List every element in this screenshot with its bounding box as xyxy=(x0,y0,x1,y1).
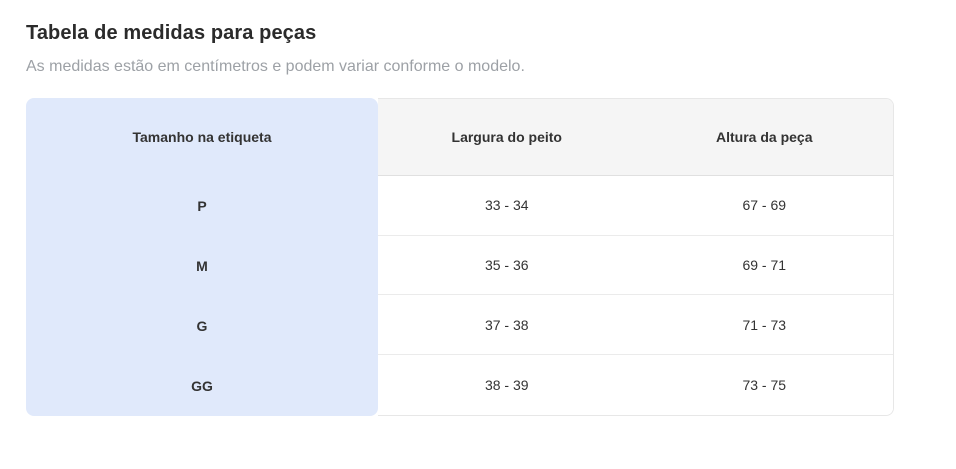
chest-value: 37 - 38 xyxy=(484,316,529,333)
table-row: 37 - 38 71 - 73 xyxy=(378,295,893,356)
chest-value: 38 - 39 xyxy=(484,377,529,394)
size-column-header: Tamanho na etiqueta xyxy=(132,129,272,145)
chest-value: 35 - 36 xyxy=(484,256,529,273)
size-cell-p: P xyxy=(197,198,207,214)
height-value: 71 - 73 xyxy=(742,316,787,333)
page-title: Tabela de medidas para peças xyxy=(26,22,317,44)
size-column: Tamanho na etiqueta P M G GG xyxy=(26,98,378,416)
size-cell-gg: GG xyxy=(191,378,213,394)
chest-value: 33 - 34 xyxy=(484,197,529,214)
height-value: 69 - 71 xyxy=(742,256,787,273)
size-cell-m: M xyxy=(196,258,208,274)
height-value: 73 - 75 xyxy=(742,377,787,394)
column-header-garment-height: Altura da peça xyxy=(716,128,813,145)
table-row: 38 - 39 73 - 75 xyxy=(378,355,893,415)
size-guide-page: Tabela de medidas para peças As medidas … xyxy=(26,22,894,416)
height-value: 67 - 69 xyxy=(742,197,787,214)
measures-header-row: Largura do peito Altura da peça xyxy=(378,99,893,176)
size-cell-g: G xyxy=(196,318,208,334)
page-subtitle: As medidas estão em centímetros e podem … xyxy=(26,58,525,75)
measures-section: Largura do peito Altura da peça 33 - 34 … xyxy=(378,98,894,416)
column-header-chest-width: Largura do peito xyxy=(451,128,562,145)
table-row: 33 - 34 67 - 69 xyxy=(378,175,893,236)
table-row: 35 - 36 69 - 71 xyxy=(378,235,893,296)
size-table: Tamanho na etiqueta P M G GG Largura do … xyxy=(26,98,894,416)
